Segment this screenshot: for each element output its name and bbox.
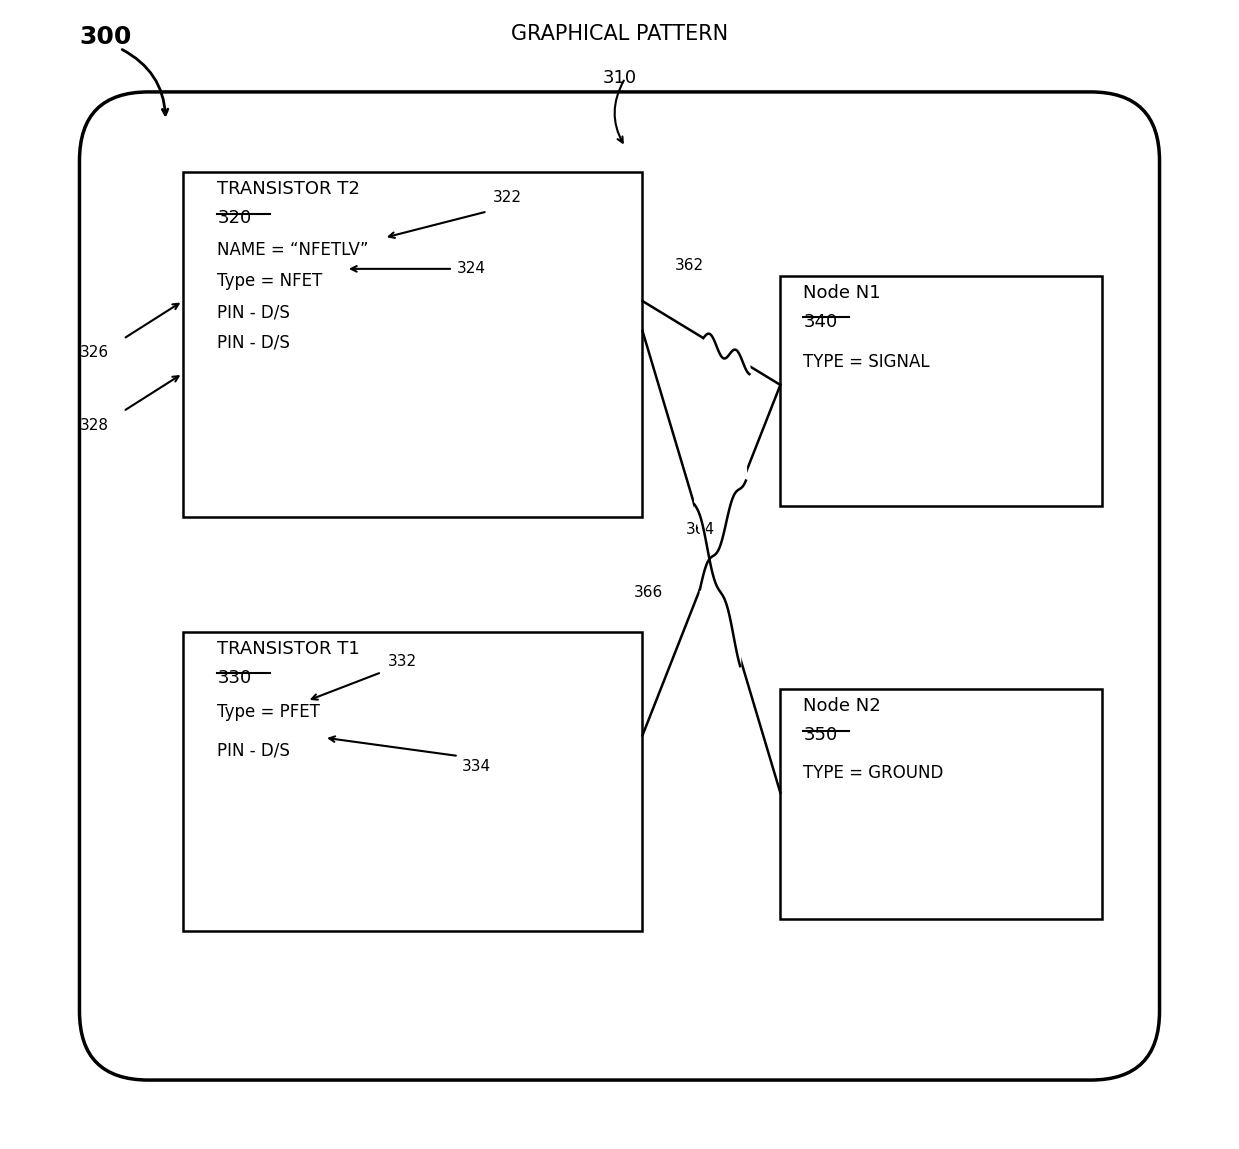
FancyBboxPatch shape bbox=[183, 632, 643, 931]
Text: 322: 322 bbox=[493, 190, 522, 205]
Text: 330: 330 bbox=[217, 669, 252, 687]
Text: 366: 366 bbox=[634, 585, 663, 600]
Text: 310: 310 bbox=[602, 69, 637, 87]
Text: Node N1: Node N1 bbox=[803, 284, 881, 302]
Text: 326: 326 bbox=[79, 345, 109, 360]
FancyBboxPatch shape bbox=[183, 172, 643, 517]
Text: 362: 362 bbox=[675, 259, 704, 273]
Text: TRANSISTOR T1: TRANSISTOR T1 bbox=[217, 640, 361, 658]
Text: Type = NFET: Type = NFET bbox=[217, 272, 322, 291]
Text: Type = PFET: Type = PFET bbox=[217, 703, 320, 722]
Text: Node N2: Node N2 bbox=[803, 697, 881, 716]
Text: 350: 350 bbox=[803, 726, 838, 745]
Text: 324: 324 bbox=[456, 261, 486, 277]
Text: 340: 340 bbox=[803, 313, 838, 331]
Text: GRAPHICAL PATTERN: GRAPHICAL PATTERN bbox=[510, 24, 729, 44]
FancyBboxPatch shape bbox=[79, 92, 1160, 1080]
Text: TYPE = GROUND: TYPE = GROUND bbox=[803, 764, 944, 782]
Text: 334: 334 bbox=[462, 759, 491, 774]
Text: TRANSISTOR T2: TRANSISTOR T2 bbox=[217, 180, 361, 199]
Text: PIN - D/S: PIN - D/S bbox=[217, 741, 290, 759]
Text: 300: 300 bbox=[79, 25, 131, 49]
Text: 364: 364 bbox=[686, 522, 715, 537]
Text: PIN - D/S: PIN - D/S bbox=[217, 303, 290, 322]
FancyBboxPatch shape bbox=[781, 276, 1101, 506]
Text: 332: 332 bbox=[388, 654, 416, 669]
Text: 328: 328 bbox=[79, 418, 109, 433]
Text: TYPE = SIGNAL: TYPE = SIGNAL bbox=[803, 353, 930, 371]
Text: PIN - D/S: PIN - D/S bbox=[217, 333, 290, 352]
Text: 320: 320 bbox=[217, 209, 252, 228]
FancyBboxPatch shape bbox=[781, 689, 1101, 919]
Text: NAME = “NFETLV”: NAME = “NFETLV” bbox=[217, 241, 369, 260]
